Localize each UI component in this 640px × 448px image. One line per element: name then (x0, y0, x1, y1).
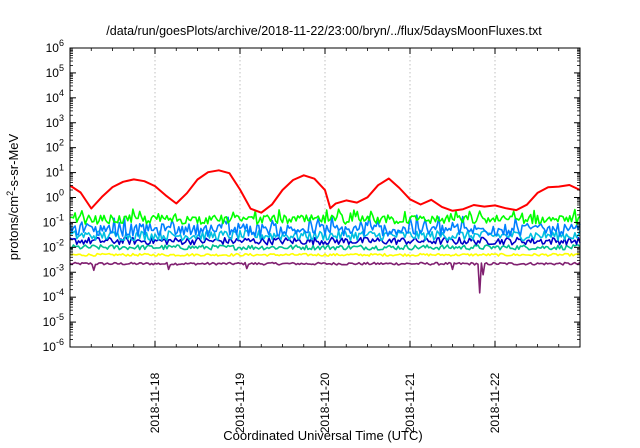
x-tick-label: 2018-11-19 (233, 372, 247, 433)
y-tick-label: 102 (46, 138, 64, 155)
y-tick-label: 10-3 (43, 262, 64, 279)
y-tick-label: 105 (46, 63, 64, 80)
y-tick-label: 101 (46, 163, 64, 180)
series-line-1 (70, 208, 581, 225)
y-tick-label: 10-2 (43, 237, 64, 254)
data-series (69, 169, 581, 294)
y-tick-label: 10-5 (43, 312, 64, 329)
series-line-5 (69, 244, 581, 251)
x-tick-label: 2018-11-20 (318, 372, 332, 433)
y-tick-label: 103 (46, 113, 64, 130)
y-tick-label: 10-1 (43, 212, 64, 229)
series-line-4 (69, 236, 581, 246)
y-tick-label: 10-6 (43, 337, 64, 354)
series-line-7 (69, 261, 581, 294)
x-tick-label: 2018-11-22 (488, 372, 502, 433)
y-tick-label: 106 (46, 38, 64, 55)
x-tick-label: 2018-11-18 (148, 372, 162, 433)
chart-title: /data/run/goesPlots/archive/2018-11-22/2… (106, 24, 542, 38)
axes: 10-6 10-5 10-4 10-3 10-2 10-1 100 101 102 103 104 1… (43, 38, 581, 433)
y-tick-label: 10-4 (43, 287, 64, 304)
y-tick-label: 104 (46, 88, 64, 105)
x-tick-label: 2018-11-21 (403, 372, 417, 433)
x-axis-title: Coordinated Universal Time (UTC) (223, 428, 422, 443)
series-line-2 (69, 214, 581, 237)
y-axis-title: protons/cm2-s-sr-MeV (5, 133, 21, 260)
y-tick-label: 100 (46, 188, 64, 205)
grid-lines (154, 48, 496, 347)
series-line-0 (69, 169, 581, 214)
series-line-6 (69, 252, 581, 257)
